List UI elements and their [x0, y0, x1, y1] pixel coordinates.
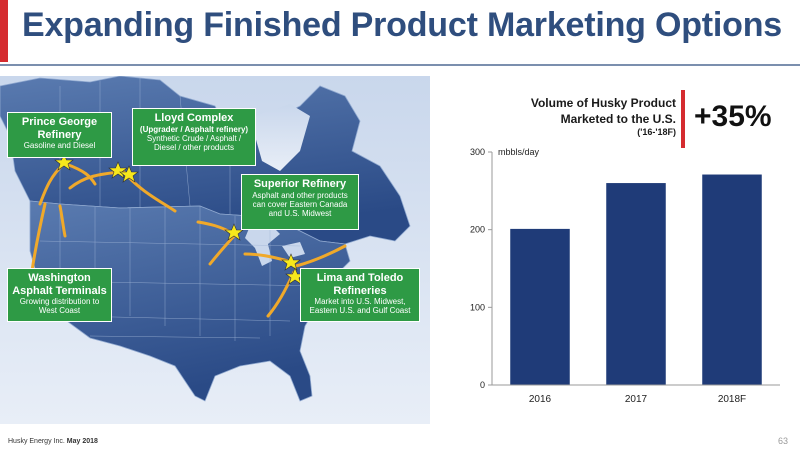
callout-lloyd-complex: Lloyd Complex (Upgrader / Asphalt refine…: [132, 108, 256, 166]
y-tick-label: 200: [470, 225, 485, 235]
volume-divider: [681, 90, 685, 148]
x-tick-label: 2017: [625, 394, 648, 405]
callout-lloyd-subtitle: (Upgrader / Asphalt refinery): [139, 124, 249, 134]
callout-superior-refinery: Superior Refinery Asphalt and other prod…: [241, 174, 359, 230]
volume-label-line1: Volume of Husky Product: [530, 96, 676, 110]
footer-company: Husky Energy Inc.: [8, 438, 65, 445]
bar-2017: [606, 183, 666, 385]
callout-superior-title: Superior Refinery: [253, 178, 347, 190]
arrow-superior-sw: [208, 234, 236, 266]
volume-increase: +35%: [694, 100, 772, 133]
page-number: 63: [777, 436, 788, 446]
arrow-wash-south: [30, 202, 47, 273]
footer: Husky Energy Inc. May 2018: [8, 438, 98, 445]
callout-superior-desc: Asphalt and other products can cover Eas…: [252, 190, 348, 219]
star-superior: [224, 223, 244, 241]
callout-prince-george: Prince George Refinery Gasoline and Dies…: [7, 112, 112, 158]
refinery-stars: [54, 153, 305, 285]
volume-label: Volume of Husky Product Marketed to the …: [470, 96, 676, 139]
y-tick-label: 100: [470, 302, 485, 312]
hudson-bay: [255, 104, 310, 171]
callout-prince-george-desc: Gasoline and Diesel: [23, 141, 96, 151]
callout-lima-title: Lima and Toledo Refineries: [316, 272, 404, 297]
callout-lima-toledo: Lima and Toledo Refineries Market into U…: [300, 268, 420, 322]
bar-2016: [510, 228, 570, 385]
arrow-lima-ne: [294, 244, 347, 268]
callout-lima-desc: Market into U.S. Midwest, Eastern U.S. a…: [309, 297, 411, 316]
callout-lloyd-desc: Synthetic Crude / Asphalt / Diesel / oth…: [146, 133, 242, 153]
x-axis-labels: 2016 2017 2018F: [529, 394, 746, 405]
star-prince-george: [54, 153, 74, 171]
bar-2018f: [702, 174, 762, 385]
volume-label-line2: Marketed to the U.S.: [560, 111, 676, 126]
y-tick-label: 0: [480, 380, 485, 390]
title-accent-bar: [0, 0, 8, 62]
slide-title: Expanding Finished Product Marketing Opt…: [22, 6, 783, 44]
volume-bar-chart: mbbls/day 0 100 200 300 2016 2017 2018F: [470, 147, 780, 405]
callout-washington-desc: Growing distribution to West Coast: [19, 297, 100, 316]
arrow-prince-east: [64, 162, 97, 186]
x-tick-label: 2018F: [718, 394, 746, 405]
star-lima-1: [281, 253, 301, 271]
callout-lloyd-title: Lloyd Complex: [154, 112, 234, 124]
callout-washington-title: Washington Asphalt Terminals: [12, 272, 107, 297]
bar-series: [510, 174, 762, 385]
y-axis-ticks: 0 100 200 300: [470, 147, 492, 390]
footer-date: May 2018: [66, 438, 98, 445]
y-tick-label: 300: [470, 147, 485, 157]
title-rule: [0, 64, 800, 66]
y-axis-unit-label: mbbls/day: [498, 147, 540, 157]
volume-label-period: ('16-'18F): [637, 127, 676, 138]
x-tick-label: 2016: [529, 394, 552, 405]
callout-prince-george-title: Prince George Refinery: [21, 116, 98, 141]
star-lloyd-2: [119, 165, 139, 183]
callout-washington-terminals: Washington Asphalt Terminals Growing dis…: [7, 268, 112, 322]
arrow-wash-east: [58, 204, 67, 238]
